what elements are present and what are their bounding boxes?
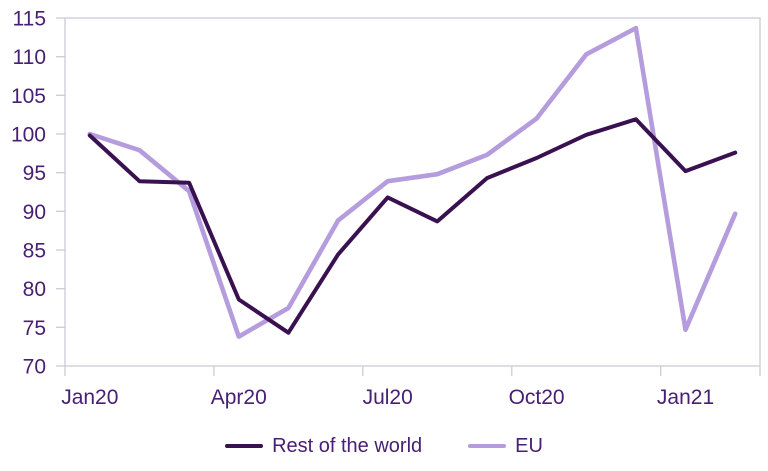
chart-legend: Rest of the world EU	[0, 436, 768, 456]
series-line-rest-of-the-world	[87, 117, 738, 335]
legend-item-rest-of-the-world: Rest of the world	[225, 436, 422, 456]
legend-line-swatch-eu	[468, 444, 507, 448]
y-axis-label: 95	[23, 162, 46, 185]
y-axis-label: 70	[23, 356, 46, 379]
y-axis-label: 115	[13, 8, 46, 31]
y-axis-label: 90	[23, 201, 46, 224]
y-axis-label: 105	[11, 85, 46, 108]
x-axis-label: Apr20	[211, 386, 267, 409]
legend-label-eu: EU	[515, 435, 543, 457]
y-axis-label: 80	[23, 278, 46, 301]
y-axis-label: 100	[11, 124, 46, 147]
x-axis-label: Jan20	[61, 386, 118, 409]
legend-item-eu: EU	[468, 436, 543, 456]
x-axis-label: Jul20	[363, 386, 413, 409]
series-line-eu	[87, 25, 738, 339]
legend-label-rest-of-the-world: Rest of the world	[272, 435, 423, 457]
legend-line-swatch-rest-of-the-world	[225, 444, 264, 448]
y-axis-label: 75	[23, 317, 46, 340]
x-axis-label: Jan21	[657, 386, 714, 409]
plot-area	[64, 17, 761, 367]
y-axis-label: 110	[13, 46, 46, 69]
y-axis-label: 85	[23, 240, 46, 263]
x-axis-label: Oct20	[509, 386, 565, 409]
line-chart-canvas: 70 75 80 85 90 95 100 105 110 115 Jan20 Apr20 Jul20 O…	[11, 8, 761, 409]
